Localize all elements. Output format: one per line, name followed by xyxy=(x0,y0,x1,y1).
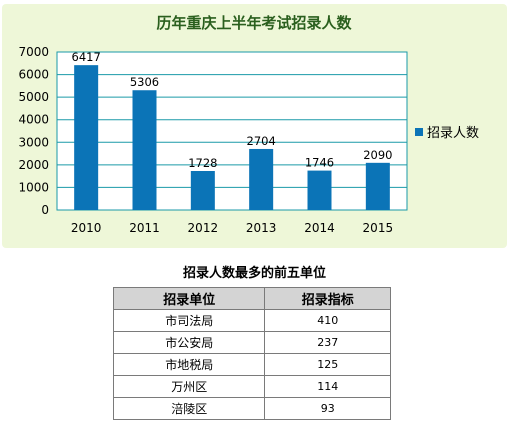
y-tick-label: 7000 xyxy=(18,45,49,59)
bar xyxy=(190,170,215,210)
bar-chart: 历年重庆上半年考试招录人数 0 1000 2000 3000 4000 5000 6000 7… xyxy=(18,14,479,235)
x-tick-label: 2011 xyxy=(129,221,160,235)
table-row: 市地税局 125 xyxy=(112,353,391,376)
x-tick-label: 2012 xyxy=(188,221,219,235)
x-tick-label: 2014 xyxy=(304,221,335,235)
data-label: 1728 xyxy=(188,156,217,170)
legend-swatch xyxy=(415,128,423,136)
bar xyxy=(74,65,99,210)
y-tick-label: 2000 xyxy=(18,158,49,172)
cell-quota: 237 xyxy=(264,331,391,354)
data-label: 5306 xyxy=(130,75,159,89)
legend: 招录人数 xyxy=(415,126,479,141)
header-unit: 招录单位 xyxy=(112,287,266,310)
y-tick-label: 0 xyxy=(41,203,49,217)
cell-unit: 万州区 xyxy=(112,375,266,398)
cell-quota: 410 xyxy=(264,309,391,332)
y-tick-label: 5000 xyxy=(18,90,49,104)
header-quota: 招录指标 xyxy=(264,287,391,310)
x-axis-ticks: 2010 2011 2012 2013 2014 2015 xyxy=(71,221,393,235)
y-tick-label: 3000 xyxy=(18,135,49,149)
table-header-row: 招录单位 招录指标 xyxy=(112,287,391,310)
cell-quota: 125 xyxy=(264,353,391,376)
x-tick-label: 2010 xyxy=(71,221,102,235)
cell-unit: 涪陵区 xyxy=(112,397,266,420)
y-axis-ticks: 0 1000 2000 3000 4000 5000 6000 7000 xyxy=(18,45,49,217)
x-tick-label: 2013 xyxy=(246,221,277,235)
y-tick-label: 6000 xyxy=(18,68,49,82)
data-label: 2704 xyxy=(247,134,276,148)
x-tick-label: 2015 xyxy=(363,221,394,235)
legend-label: 招录人数 xyxy=(427,126,479,141)
plot-area xyxy=(56,51,408,211)
data-label: 6417 xyxy=(72,50,101,64)
bar xyxy=(132,90,157,210)
chart-panel: 历年重庆上半年考试招录人数 0 1000 2000 3000 4000 5000 6000 7… xyxy=(2,4,507,248)
cell-unit: 市地税局 xyxy=(112,353,266,376)
grid-lines xyxy=(57,74,407,188)
y-tick-label: 1000 xyxy=(18,180,49,194)
bar xyxy=(365,162,390,210)
bars xyxy=(74,65,390,210)
bar xyxy=(307,170,332,210)
chart-title: 历年重庆上半年考试招录人数 xyxy=(156,14,352,32)
table-row: 涪陵区 93 xyxy=(112,397,391,420)
table-title: 招录人数最多的前五单位 xyxy=(182,266,326,281)
table-row: 市公安局 237 xyxy=(112,331,391,354)
data-label: 1746 xyxy=(305,156,334,170)
cell-unit: 市公安局 xyxy=(112,331,266,354)
cell-quota: 93 xyxy=(264,397,391,420)
table-row: 万州区 114 xyxy=(112,375,391,398)
cell-quota: 114 xyxy=(264,375,391,398)
cell-unit: 市司法局 xyxy=(112,309,266,332)
bar xyxy=(249,148,274,210)
data-labels: 6417 5306 1728 2704 1746 2090 xyxy=(72,50,393,170)
top-units-table: 招录单位 招录指标 市司法局 410 市公安局 237 市地税局 125 万州区… xyxy=(112,287,391,420)
table-row: 市司法局 410 xyxy=(112,309,391,332)
data-label: 2090 xyxy=(363,148,392,162)
y-tick-label: 4000 xyxy=(18,113,49,127)
